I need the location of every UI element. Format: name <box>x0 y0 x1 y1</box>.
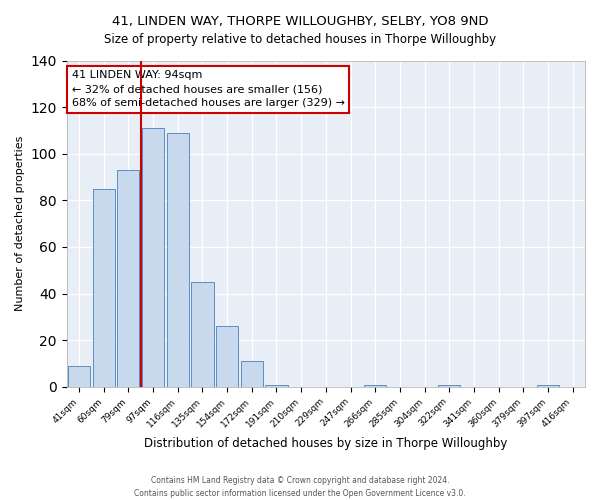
Bar <box>142 128 164 387</box>
Bar <box>364 384 386 387</box>
Bar <box>216 326 238 387</box>
Bar <box>191 282 214 387</box>
Bar <box>117 170 139 387</box>
X-axis label: Distribution of detached houses by size in Thorpe Willoughby: Distribution of detached houses by size … <box>144 437 508 450</box>
Text: 41 LINDEN WAY: 94sqm
← 32% of detached houses are smaller (156)
68% of semi-deta: 41 LINDEN WAY: 94sqm ← 32% of detached h… <box>72 70 345 108</box>
Bar <box>241 361 263 387</box>
Y-axis label: Number of detached properties: Number of detached properties <box>15 136 25 312</box>
Text: 41, LINDEN WAY, THORPE WILLOUGHBY, SELBY, YO8 9ND: 41, LINDEN WAY, THORPE WILLOUGHBY, SELBY… <box>112 15 488 28</box>
Bar <box>265 384 287 387</box>
Text: Contains HM Land Registry data © Crown copyright and database right 2024.
Contai: Contains HM Land Registry data © Crown c… <box>134 476 466 498</box>
Bar <box>537 384 559 387</box>
Bar <box>438 384 460 387</box>
Bar <box>167 133 189 387</box>
Bar <box>68 366 90 387</box>
Bar <box>92 188 115 387</box>
Text: Size of property relative to detached houses in Thorpe Willoughby: Size of property relative to detached ho… <box>104 32 496 46</box>
